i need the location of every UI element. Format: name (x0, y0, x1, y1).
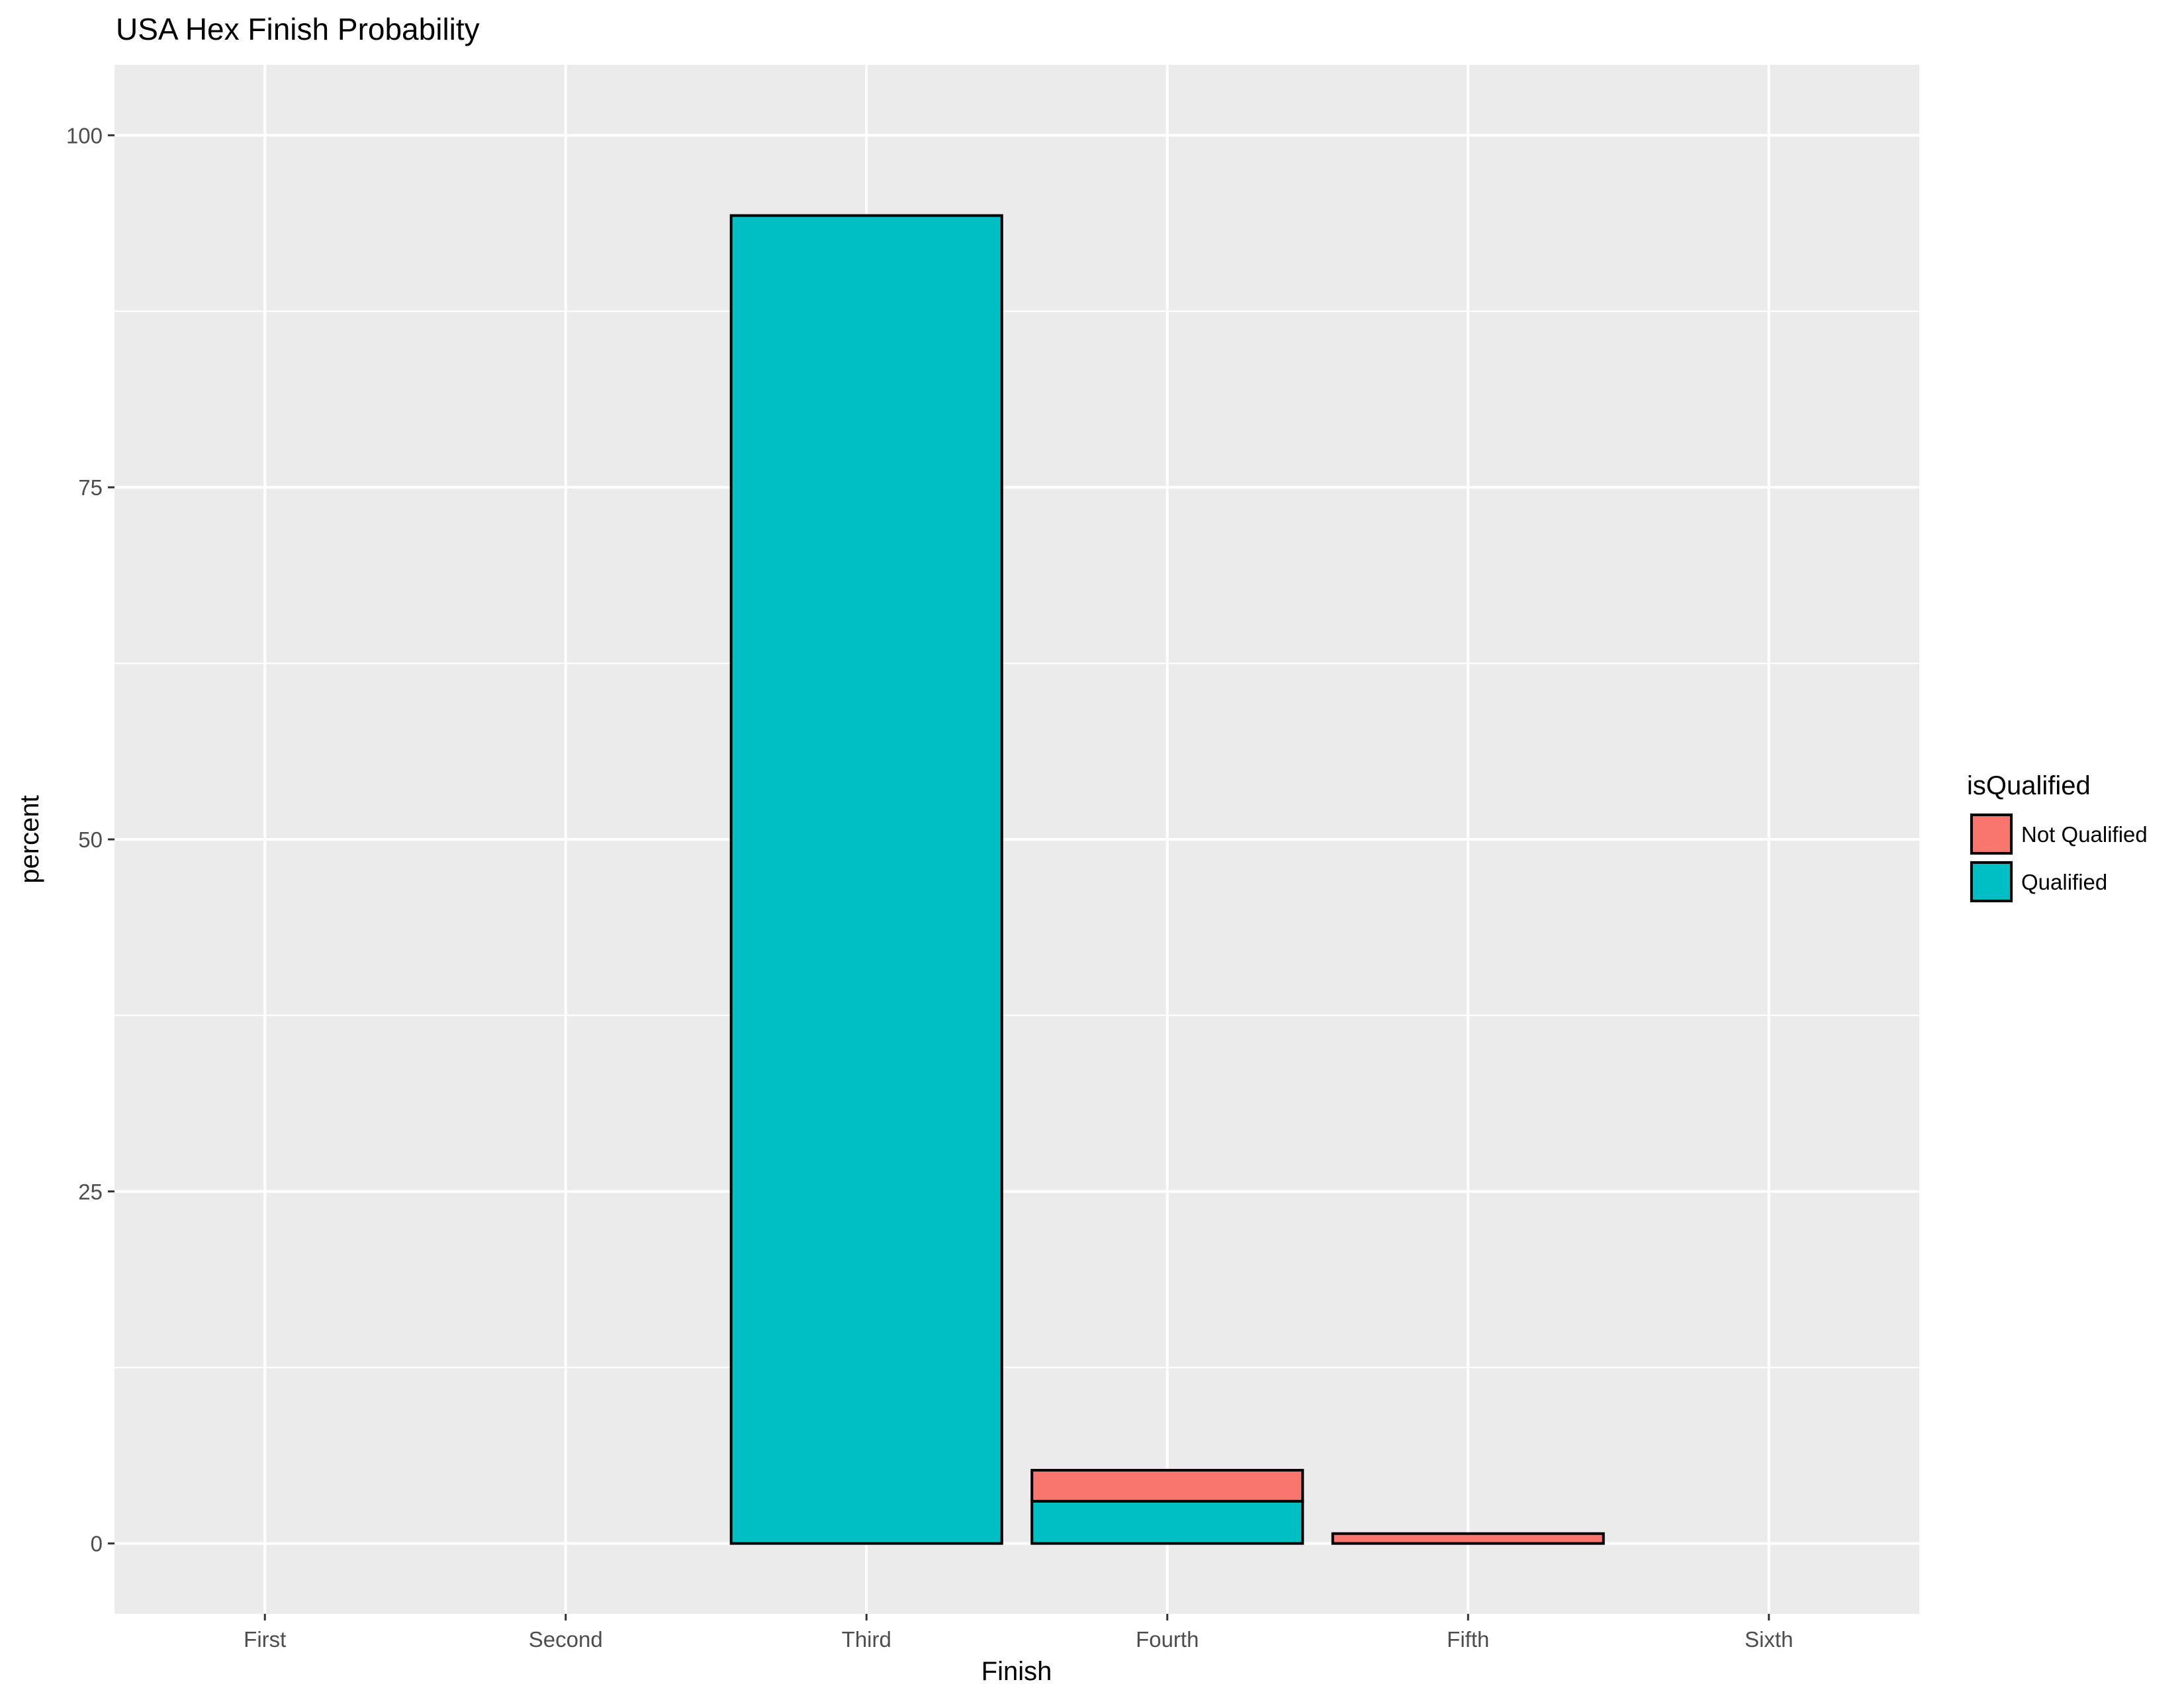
y-axis-title: percent (15, 795, 44, 883)
legend-label-qualified: Qualified (2021, 870, 2107, 894)
x-axis-title: Finish (981, 1657, 1052, 1686)
legend-swatch-not-qualified (1970, 814, 2013, 855)
x-axis: First Second Third Fourth Fifth Sixth (244, 1614, 1793, 1652)
y-tick-label: 50 (78, 827, 103, 852)
bar-fifth-not-qualified (1331, 1532, 1605, 1545)
x-tick-label: Fourth (1136, 1627, 1199, 1652)
y-tick-label: 75 (78, 475, 103, 500)
x-tick-label: Second (529, 1627, 603, 1652)
y-tick-label: 0 (91, 1532, 103, 1556)
gridlines (114, 65, 1919, 1614)
legend: isQualified Not Qualified Qualified (1967, 771, 2148, 903)
legend-label-not-qualified: Not Qualified (2021, 822, 2148, 847)
x-tick-label: Sixth (1745, 1627, 1793, 1652)
x-tick-label: Fifth (1447, 1627, 1489, 1652)
legend-title: isQualified (1967, 771, 2091, 800)
x-tick-label: First (244, 1627, 286, 1652)
bar-third-qualified (729, 214, 1003, 1545)
chart-title: USA Hex Finish Probability (116, 12, 480, 46)
bars (729, 214, 1605, 1545)
bar-fourth-qualified (1030, 1499, 1304, 1545)
bar-fourth-not-qualified (1030, 1469, 1304, 1503)
x-tick-label: Third (842, 1627, 891, 1652)
y-axis: 0 25 50 75 100 (66, 123, 114, 1556)
y-tick-label: 25 (78, 1180, 103, 1204)
legend-swatch-qualified (1970, 861, 2013, 902)
y-tick-label: 100 (66, 123, 103, 148)
